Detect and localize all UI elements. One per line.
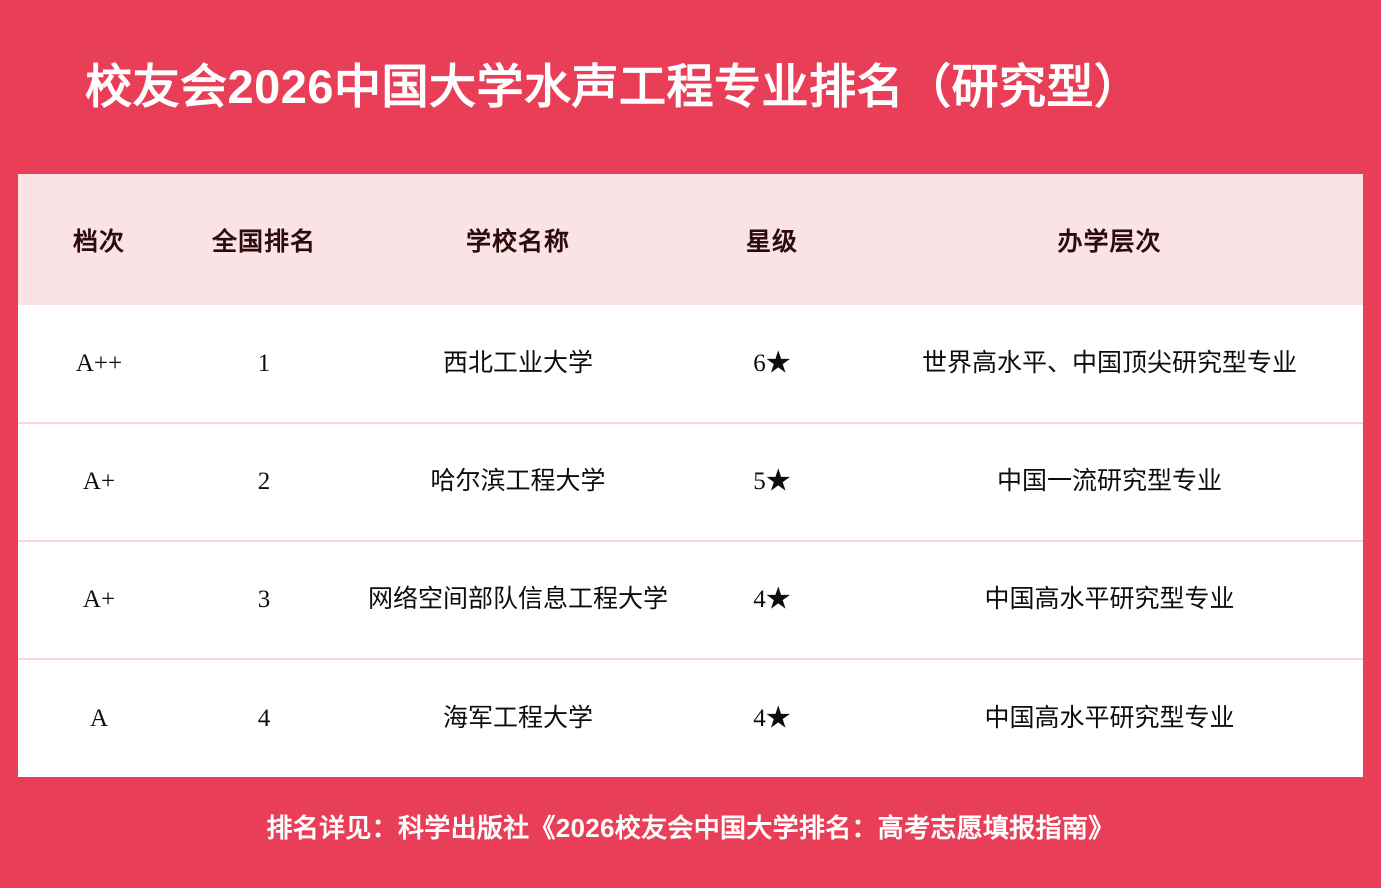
page-title: 校友会2026中国大学水声工程专业排名（研究型） — [85, 60, 1142, 114]
source-note: 排名详见：科学出版社《2026校友会中国大学排名：高考志愿填报指南》 — [266, 812, 1115, 843]
cell-tier: A++ — [75, 349, 123, 377]
column-header-level: 办学层次 — [1057, 227, 1162, 256]
ranking-table-card: 档次 全国排名 学校名称 星级 办学层次 A++ 1 西北工业大学 6★ 世界高… — [18, 174, 1363, 777]
table-body: A++ 1 西北工业大学 6★ 世界高水平、中国顶尖研究型专业 A+ 2 哈尔滨… — [18, 305, 1363, 777]
table-row: A++ 1 西北工业大学 6★ 世界高水平、中国顶尖研究型专业 — [18, 305, 1363, 423]
column-header-tier: 档次 — [72, 227, 125, 256]
table-header: 档次 全国排名 学校名称 星级 办学层次 — [18, 174, 1363, 305]
cell-rank: 1 — [257, 349, 271, 377]
cell-star: 6★ — [753, 349, 791, 377]
table-row: A+ 3 网络空间部队信息工程大学 4★ 中国高水平研究型专业 — [18, 541, 1363, 659]
cell-star: 4★ — [753, 586, 791, 614]
cell-rank: 3 — [257, 586, 271, 614]
cell-school: 西北工业大学 — [442, 348, 593, 377]
cell-rank: 4 — [257, 704, 271, 732]
footer-banner: 排名详见：科学出版社《2026校友会中国大学排名：高考志愿填报指南》 — [0, 777, 1381, 875]
cell-tier: A+ — [82, 468, 116, 496]
column-header-star: 星级 — [745, 227, 798, 256]
cell-school: 海军工程大学 — [442, 703, 593, 732]
column-header-school: 学校名称 — [465, 227, 570, 256]
table-header-row: 档次 全国排名 学校名称 星级 办学层次 — [18, 174, 1363, 305]
ranking-table: 档次 全国排名 学校名称 星级 办学层次 A++ 1 西北工业大学 6★ 世界高… — [18, 174, 1363, 777]
cell-rank: 2 — [257, 468, 271, 496]
cell-star: 4★ — [753, 704, 791, 732]
cell-tier: A+ — [82, 586, 116, 614]
cell-level: 世界高水平、中国顶尖研究型专业 — [921, 348, 1297, 377]
cell-school: 哈尔滨工程大学 — [430, 467, 606, 496]
banner-header: 校友会2026中国大学水声工程专业排名（研究型） — [0, 0, 1381, 174]
column-header-rank: 全国排名 — [211, 227, 316, 256]
cell-star: 5★ — [753, 468, 791, 496]
cell-level: 中国高水平研究型专业 — [984, 703, 1235, 732]
table-row: A 4 海军工程大学 4★ 中国高水平研究型专业 — [18, 659, 1363, 777]
cell-school: 网络空间部队信息工程大学 — [367, 585, 668, 614]
cell-tier: A — [89, 704, 109, 732]
cell-level: 中国高水平研究型专业 — [984, 585, 1235, 614]
cell-level: 中国一流研究型专业 — [996, 467, 1222, 496]
table-row: A+ 2 哈尔滨工程大学 5★ 中国一流研究型专业 — [18, 423, 1363, 541]
